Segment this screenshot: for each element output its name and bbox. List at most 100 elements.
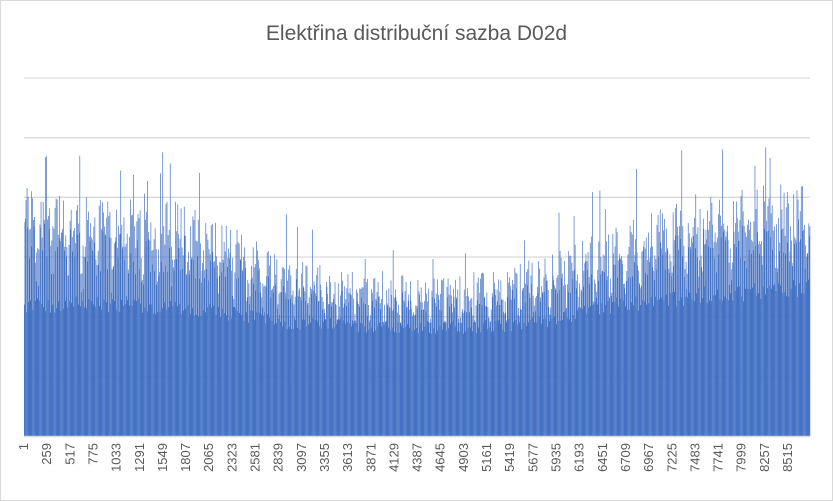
bar xyxy=(721,225,722,436)
bar xyxy=(784,292,785,436)
x-tick-label: 2839 xyxy=(271,443,286,472)
bar xyxy=(196,314,197,436)
bar xyxy=(776,272,778,436)
bar xyxy=(572,278,573,436)
bar xyxy=(169,247,171,436)
bar xyxy=(96,265,98,436)
x-tick-label: 1033 xyxy=(109,443,124,472)
bar xyxy=(619,258,621,436)
bar xyxy=(646,259,648,436)
bar xyxy=(404,302,405,436)
bar xyxy=(197,256,199,436)
bar xyxy=(153,313,154,436)
x-tick-label: 4129 xyxy=(386,443,401,472)
bar xyxy=(271,320,273,436)
bar xyxy=(543,318,544,436)
bar xyxy=(243,321,245,436)
bar xyxy=(577,310,579,436)
bar xyxy=(213,305,215,436)
bar xyxy=(694,217,696,436)
bar xyxy=(369,321,370,436)
bar xyxy=(784,235,786,436)
bar xyxy=(103,212,104,436)
bar xyxy=(372,292,374,436)
bar xyxy=(497,320,499,436)
bar xyxy=(315,296,317,436)
bar xyxy=(165,266,166,436)
bar xyxy=(295,268,297,436)
bar xyxy=(467,328,469,436)
bar xyxy=(414,314,416,436)
bar xyxy=(771,288,773,436)
bar xyxy=(261,297,263,436)
bar xyxy=(229,258,230,436)
bar xyxy=(355,323,357,436)
bar xyxy=(278,318,279,436)
bar xyxy=(612,233,614,436)
bar xyxy=(494,289,496,436)
bar xyxy=(47,219,48,436)
bar xyxy=(56,199,58,436)
bar xyxy=(89,241,91,436)
bar xyxy=(552,254,553,436)
bar xyxy=(586,313,587,436)
bar xyxy=(313,290,314,436)
bar xyxy=(617,277,619,436)
bar xyxy=(610,278,612,436)
bar xyxy=(581,308,583,436)
bar xyxy=(505,312,507,436)
bar xyxy=(340,317,342,436)
bar xyxy=(498,291,500,436)
bar xyxy=(243,257,244,436)
bar xyxy=(373,307,375,436)
bar xyxy=(119,234,120,436)
bar xyxy=(483,296,485,436)
bar xyxy=(212,262,214,436)
bar xyxy=(50,245,52,436)
bar xyxy=(702,298,704,436)
bar xyxy=(438,299,440,436)
bar xyxy=(560,257,562,436)
bar xyxy=(524,240,525,436)
bar xyxy=(244,247,245,436)
bar xyxy=(228,248,229,436)
bar xyxy=(137,214,139,436)
bar xyxy=(709,248,711,436)
bar xyxy=(470,307,472,436)
bar xyxy=(82,300,83,436)
bar xyxy=(223,262,224,436)
bar xyxy=(534,322,536,436)
x-tick-label: 5677 xyxy=(525,443,540,472)
bar xyxy=(111,269,113,436)
bar xyxy=(221,272,222,436)
bar xyxy=(386,290,388,436)
bar xyxy=(557,293,558,436)
bar xyxy=(441,329,443,436)
bar xyxy=(519,322,521,436)
bar xyxy=(712,247,714,436)
bar xyxy=(102,202,103,436)
bar xyxy=(320,284,321,436)
bar xyxy=(437,330,439,436)
bar xyxy=(788,203,789,436)
bar xyxy=(93,226,95,436)
bar xyxy=(62,228,63,436)
bar xyxy=(578,296,580,436)
bar xyxy=(750,221,752,436)
bar xyxy=(618,253,620,436)
bar xyxy=(487,329,488,436)
bar xyxy=(222,308,223,436)
bar xyxy=(71,303,73,436)
bar xyxy=(588,307,589,436)
bar xyxy=(306,326,307,436)
bar xyxy=(288,269,290,436)
bar xyxy=(292,290,294,436)
bar xyxy=(563,312,565,436)
bar xyxy=(476,282,478,436)
bar xyxy=(478,304,480,436)
bar xyxy=(300,296,301,436)
bar xyxy=(67,307,68,436)
bar xyxy=(665,251,666,436)
bar xyxy=(149,240,151,436)
bar xyxy=(786,296,788,436)
